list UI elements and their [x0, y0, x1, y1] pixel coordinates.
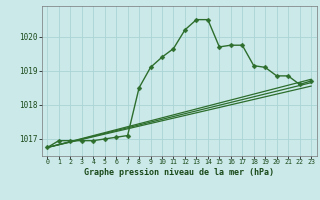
X-axis label: Graphe pression niveau de la mer (hPa): Graphe pression niveau de la mer (hPa) [84, 168, 274, 177]
